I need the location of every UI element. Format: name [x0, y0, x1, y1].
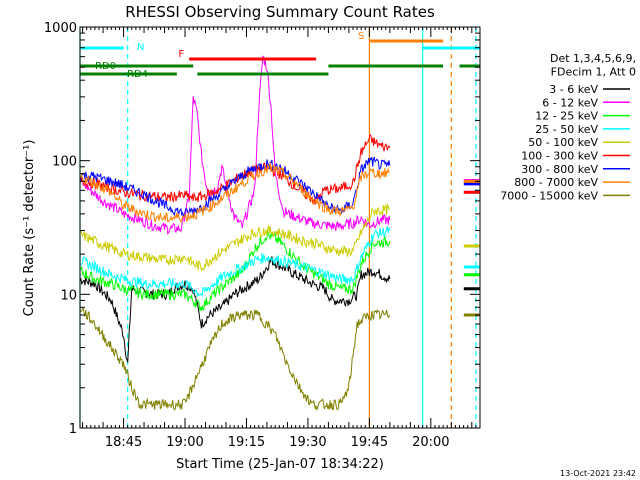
axes: 1 10 100 1000 18:45 19:00 19:15 19:30 19:45 20:00: [44, 21, 481, 450]
status-label-s: S: [358, 31, 364, 42]
y-tick-label: 1: [69, 422, 77, 437]
series-line-3-6-kev: [79, 256, 391, 363]
status-bars: N RD0 RD4 F S: [80, 31, 480, 80]
series-line-7000-15000-kev: [79, 307, 391, 412]
legend-header-line: FDecim 1, Att 0: [551, 66, 636, 79]
legend-label-300-800-kev: 300 - 800 keV: [521, 163, 598, 176]
series-line-100-300-kev: [79, 133, 391, 205]
status-label-rd4: RD4: [127, 69, 148, 80]
series-line-300-800-kev: [79, 156, 391, 217]
legend-label-50-100-kev: 50 - 100 keV: [528, 136, 598, 149]
x-tick-label: 19:00: [166, 435, 203, 450]
x-tick-label: 20:00: [412, 435, 449, 450]
chart-title: RHESSI Observing Summary Count Rates: [125, 3, 435, 21]
series-line-25-50-kev: [80, 226, 391, 298]
y-axis-label: Count Rate (s⁻¹ detector⁻¹): [22, 140, 37, 317]
legend-label-12-25-kev: 12 - 25 keV: [535, 110, 598, 123]
y-tick-label: 100: [52, 155, 77, 170]
series-line-800-7000-kev: [79, 162, 391, 223]
y-tick-label: 10: [60, 288, 77, 303]
status-label-rd0: RD0: [95, 61, 116, 72]
legend-label-3-6-kev: 3 - 6 keV: [549, 83, 598, 96]
x-tick-label: 19:15: [228, 435, 265, 450]
legend-label-100-300-kev: 100 - 300 keV: [521, 150, 598, 163]
plot-area: [80, 27, 480, 428]
footer-date: 13-Oct-2021 23:42: [560, 469, 636, 478]
x-tick-label: 19:30: [289, 435, 326, 450]
x-axis-label: Start Time (25-Jan-07 18:34:22): [176, 457, 384, 472]
y-tick-label: 1000: [44, 21, 77, 36]
legend-label-800-7000-kev: 800 - 7000 keV: [514, 176, 598, 189]
series-line-50-100-kev: [79, 203, 391, 272]
series-line-6-12-kev: [79, 55, 391, 236]
plot-frame: [79, 26, 481, 429]
x-tick-label: 18:45: [105, 435, 142, 450]
legend-header-line: Det 1,3,4,5,6,9,: [550, 52, 636, 65]
legend: Det 1,3,4,5,6,9,FDecim 1, Att 0 3 - 6 keV…: [500, 52, 636, 202]
legend-label-7000-15000-kev: 7000 - 15000 keV: [500, 189, 598, 202]
x-tick-label: 19:45: [351, 435, 388, 450]
status-label-f: F: [178, 49, 184, 60]
legend-label-25-50-kev: 25 - 50 keV: [535, 123, 598, 136]
status-label-n: N: [137, 42, 144, 53]
legend-label-6-12-kev: 6 - 12 keV: [542, 96, 598, 109]
